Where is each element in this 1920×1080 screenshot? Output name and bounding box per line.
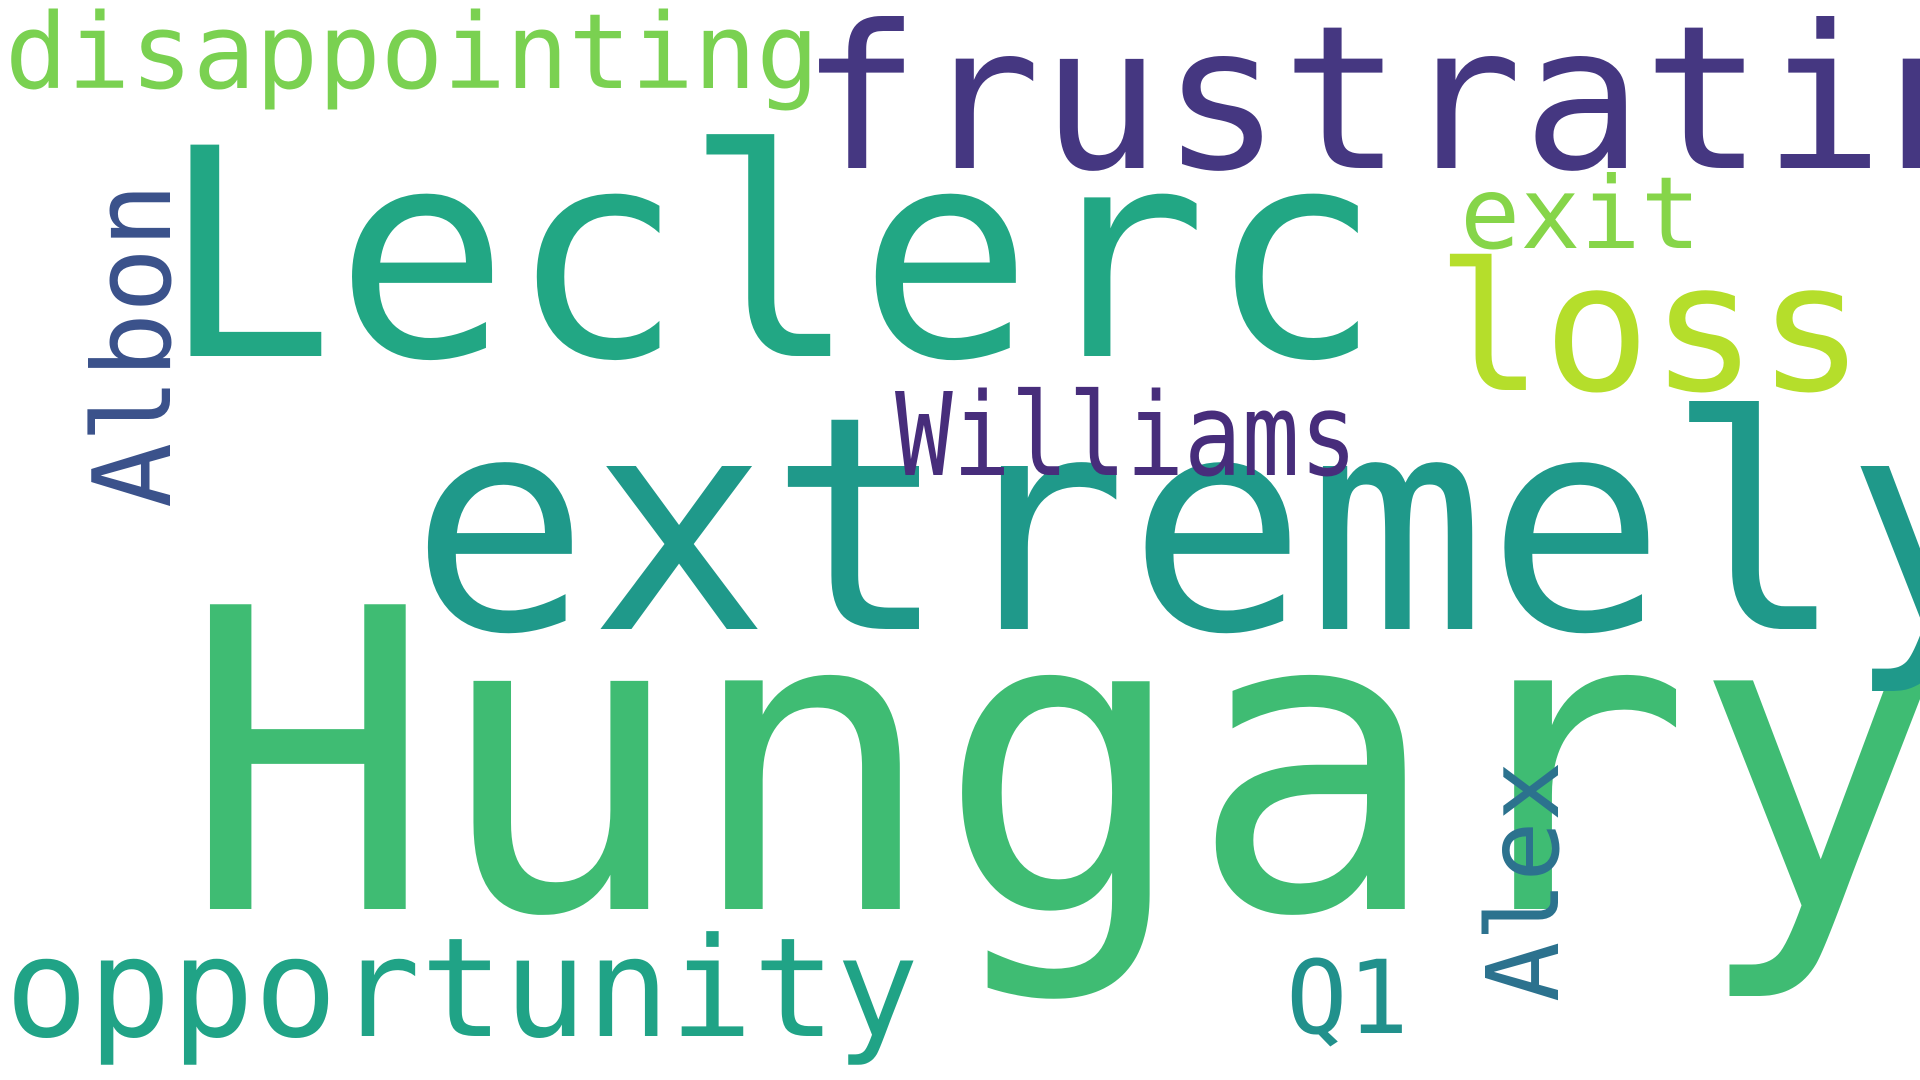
word-frustrating: frustrating (800, 0, 1920, 216)
word-albon: Albon (71, 182, 196, 508)
word-williams: Williams (895, 368, 1358, 503)
word-disappointing: disappointing (5, 0, 819, 113)
word-extremely: extremely (410, 353, 1920, 700)
word-opportunity: opportunity (5, 908, 919, 1069)
word-loss: loss (1436, 225, 1865, 432)
word-exit: exit (1460, 155, 1701, 272)
word-leclerc: Leclerc (160, 88, 1383, 425)
word-hungary: Hungary (182, 521, 1920, 1008)
word-q1: Q1 (1286, 939, 1409, 1058)
word-alex: Alex (1465, 761, 1582, 1002)
